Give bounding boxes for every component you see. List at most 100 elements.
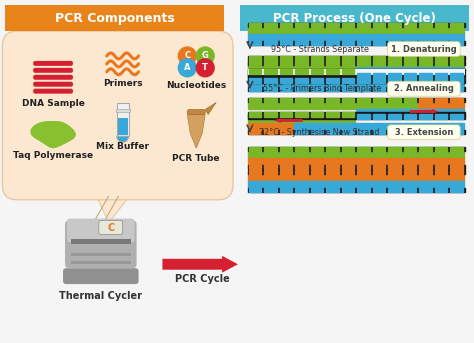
Polygon shape	[311, 164, 323, 169]
Polygon shape	[279, 34, 293, 41]
Polygon shape	[450, 40, 463, 45]
Polygon shape	[248, 74, 465, 78]
Polygon shape	[249, 86, 262, 91]
Polygon shape	[434, 151, 448, 158]
Polygon shape	[388, 187, 401, 192]
Polygon shape	[249, 164, 262, 169]
Polygon shape	[326, 187, 339, 192]
Polygon shape	[388, 115, 401, 119]
Polygon shape	[295, 69, 308, 74]
Polygon shape	[403, 34, 417, 41]
Polygon shape	[372, 60, 386, 67]
Polygon shape	[342, 98, 354, 103]
Polygon shape	[311, 147, 323, 152]
Polygon shape	[310, 27, 324, 34]
Polygon shape	[450, 98, 463, 103]
Polygon shape	[357, 98, 370, 103]
Polygon shape	[388, 23, 401, 28]
Polygon shape	[372, 181, 386, 188]
Text: DNA Sample: DNA Sample	[22, 99, 84, 108]
Polygon shape	[357, 147, 370, 152]
Polygon shape	[248, 27, 263, 34]
Polygon shape	[248, 158, 263, 165]
Polygon shape	[435, 61, 447, 66]
Polygon shape	[388, 73, 401, 78]
Polygon shape	[264, 117, 278, 123]
Polygon shape	[248, 73, 263, 80]
Polygon shape	[311, 170, 323, 175]
Polygon shape	[373, 23, 385, 28]
Polygon shape	[264, 72, 278, 79]
Polygon shape	[373, 147, 385, 152]
FancyBboxPatch shape	[33, 61, 73, 66]
Polygon shape	[388, 61, 401, 66]
Polygon shape	[372, 72, 386, 79]
Text: 1. Denaturing: 1. Denaturing	[391, 45, 457, 54]
Polygon shape	[342, 170, 354, 175]
Polygon shape	[373, 187, 385, 192]
Polygon shape	[403, 27, 417, 34]
Polygon shape	[280, 40, 292, 45]
Polygon shape	[249, 187, 262, 192]
Polygon shape	[295, 78, 308, 83]
Polygon shape	[404, 129, 416, 134]
Polygon shape	[342, 187, 354, 192]
Polygon shape	[387, 65, 402, 72]
Polygon shape	[434, 102, 448, 108]
Polygon shape	[264, 187, 277, 192]
Polygon shape	[449, 65, 464, 72]
Polygon shape	[450, 78, 463, 83]
Polygon shape	[403, 80, 417, 87]
Polygon shape	[279, 181, 293, 188]
Polygon shape	[326, 129, 339, 134]
Polygon shape	[325, 181, 340, 188]
Polygon shape	[435, 170, 447, 175]
Polygon shape	[280, 113, 292, 117]
Polygon shape	[387, 151, 402, 158]
Text: A: A	[184, 63, 191, 72]
Polygon shape	[341, 102, 356, 108]
Polygon shape	[372, 102, 386, 108]
Polygon shape	[326, 86, 339, 91]
Polygon shape	[403, 108, 417, 116]
FancyBboxPatch shape	[388, 42, 460, 57]
Polygon shape	[264, 34, 278, 41]
Polygon shape	[418, 80, 433, 87]
Polygon shape	[342, 40, 354, 45]
Polygon shape	[341, 80, 356, 87]
Polygon shape	[357, 23, 370, 28]
Polygon shape	[387, 102, 402, 108]
Polygon shape	[294, 174, 309, 181]
Polygon shape	[248, 79, 465, 83]
FancyBboxPatch shape	[67, 218, 135, 243]
Polygon shape	[264, 23, 277, 28]
Circle shape	[196, 47, 214, 65]
FancyBboxPatch shape	[33, 68, 73, 73]
Polygon shape	[450, 73, 463, 78]
Polygon shape	[294, 65, 309, 72]
Polygon shape	[434, 34, 448, 41]
Polygon shape	[248, 117, 263, 123]
Polygon shape	[311, 86, 323, 91]
Bar	[117, 103, 128, 136]
Polygon shape	[341, 158, 356, 165]
Polygon shape	[325, 123, 340, 130]
Polygon shape	[403, 72, 417, 79]
Polygon shape	[356, 27, 371, 34]
Polygon shape	[357, 129, 370, 134]
Text: Taq Polymerase: Taq Polymerase	[13, 151, 93, 159]
Text: 95°C - Strands Separate: 95°C - Strands Separate	[271, 45, 368, 54]
Polygon shape	[373, 129, 385, 134]
Polygon shape	[311, 187, 323, 192]
Polygon shape	[341, 72, 356, 79]
Polygon shape	[372, 34, 386, 41]
Polygon shape	[404, 170, 416, 175]
Polygon shape	[279, 123, 293, 130]
Polygon shape	[264, 170, 277, 175]
Circle shape	[178, 47, 196, 65]
Polygon shape	[434, 65, 448, 72]
Polygon shape	[295, 147, 308, 152]
Polygon shape	[404, 86, 416, 91]
Polygon shape	[294, 158, 309, 165]
Polygon shape	[248, 61, 465, 65]
